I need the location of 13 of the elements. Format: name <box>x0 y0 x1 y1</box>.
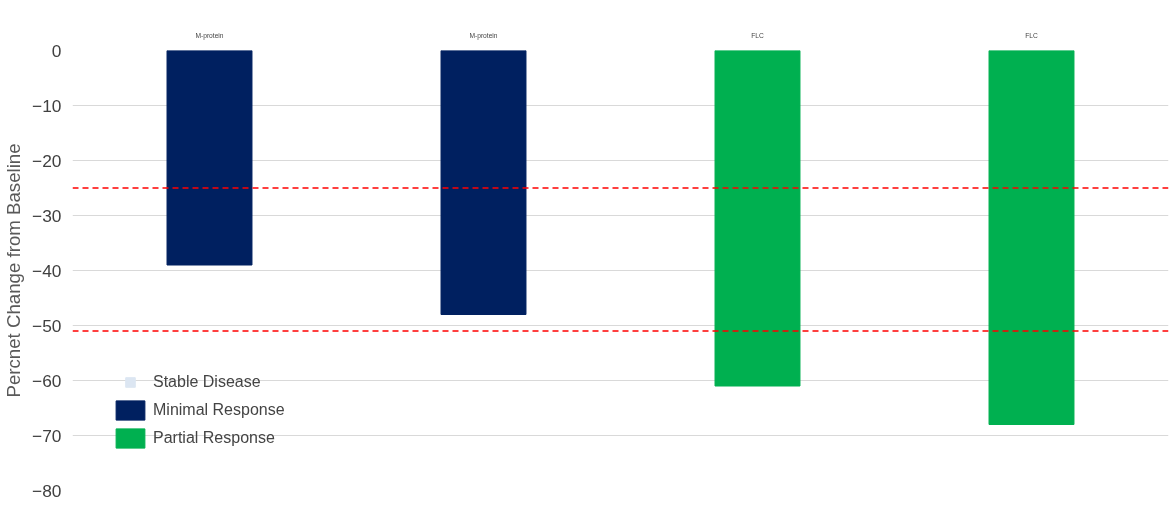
legend-label: Stable Disease <box>153 373 261 391</box>
y-tick-label: −70 <box>32 425 62 446</box>
y-tick-label: −30 <box>32 205 62 226</box>
y-tick-label: 0 <box>51 40 62 61</box>
y-tick-label: −10 <box>32 95 62 116</box>
y-tick-label: −50 <box>32 315 62 336</box>
y-tick-label: −40 <box>32 260 62 281</box>
y-tick-label: −60 <box>32 370 62 391</box>
legend-label: Minimal Response <box>153 401 285 419</box>
y-tick-label: −20 <box>32 150 62 171</box>
y-tick-label: −80 <box>32 480 62 501</box>
y-axis-title: Percnet Change from Baseline <box>3 143 25 398</box>
legend-label: Partial Response <box>153 429 275 447</box>
